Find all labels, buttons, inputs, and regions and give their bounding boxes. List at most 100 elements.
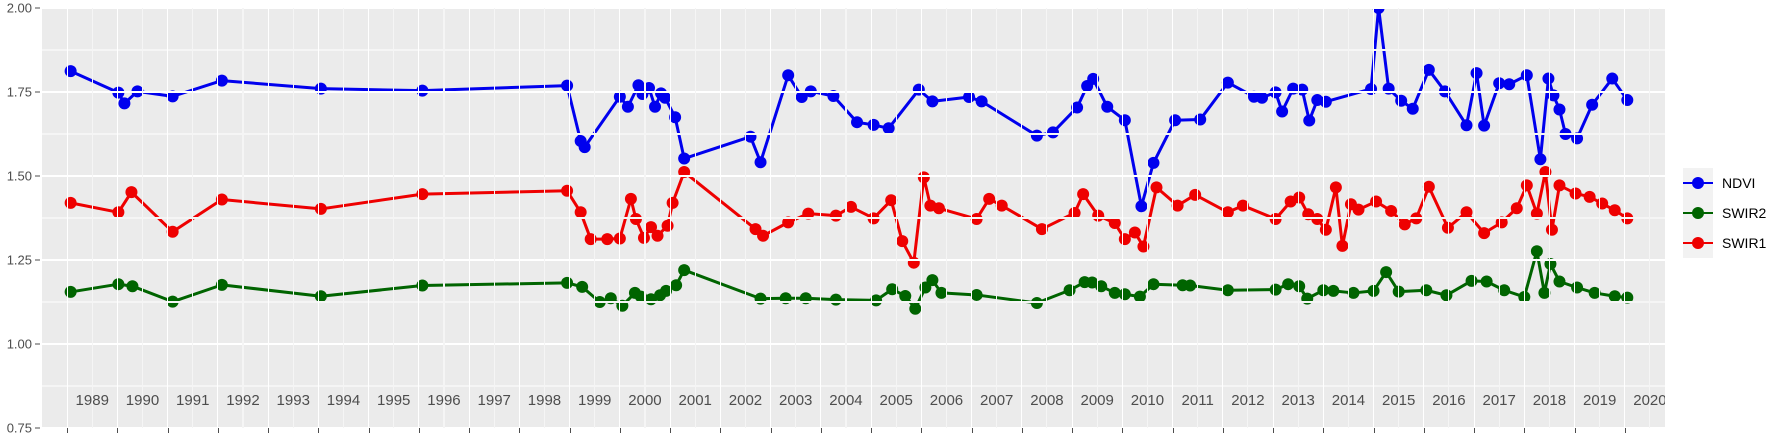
x-axis-tick-mark <box>1524 428 1526 433</box>
gridline-vertical-minor <box>694 8 696 428</box>
data-point <box>867 118 880 131</box>
x-axis-tick-label: 1995 <box>377 392 411 409</box>
x-axis-tick-mark <box>1122 428 1124 433</box>
data-point <box>666 196 679 209</box>
data-point <box>795 91 808 104</box>
gridline-horizontal-minor <box>42 217 1665 219</box>
x-axis-tick-label: 1993 <box>276 392 310 409</box>
x-axis-tick-label: 2000 <box>628 392 662 409</box>
x-axis-tick-label: 2014 <box>1331 392 1366 409</box>
data-point <box>1520 69 1533 82</box>
gridline-vertical-major <box>1574 8 1576 428</box>
legend-item-swir1[interactable]: SWIR1 <box>1683 228 1773 258</box>
data-point <box>621 100 634 113</box>
gridline-vertical-minor <box>1096 8 1098 428</box>
y-axis-tick-label: 0.75 <box>6 420 32 436</box>
data-point <box>1276 105 1289 118</box>
gridline-vertical-major <box>1322 8 1324 428</box>
plot-panel: 1989 1990 1991 1992 1993 1994 1995 1996 1997 1998… <box>42 8 1665 428</box>
gridline-vertical-major <box>1473 8 1475 428</box>
data-point <box>885 194 898 207</box>
legend-item-ndvi[interactable]: NDVI <box>1683 168 1773 198</box>
x-axis-tick-mark <box>1323 428 1325 433</box>
data-point <box>975 95 988 108</box>
data-point <box>1319 95 1332 108</box>
data-point <box>1095 280 1108 293</box>
x-axis-tick-mark <box>117 428 119 433</box>
data-point <box>1301 292 1314 305</box>
x-axis-tick-label: 1989 <box>75 392 109 409</box>
data-point <box>561 79 574 92</box>
gridline-vertical-minor <box>543 8 546 428</box>
data-point <box>604 292 617 305</box>
data-point <box>629 213 642 226</box>
x-axis-tick-label: 2011 <box>1181 392 1214 409</box>
data-point <box>1293 280 1306 293</box>
data-point <box>215 74 228 87</box>
x-axis-tick-mark <box>1474 428 1476 433</box>
data-point <box>126 280 139 293</box>
gridline-vertical-major <box>719 8 721 428</box>
data-point <box>561 276 574 289</box>
legend-item-swir2[interactable]: SWIR2 <box>1683 198 1773 228</box>
data-point <box>1077 188 1090 201</box>
data-point <box>782 216 795 229</box>
gridline-horizontal-major <box>42 175 1665 177</box>
data-point <box>1256 91 1269 104</box>
data-point <box>1398 218 1411 231</box>
gridline-vertical-major <box>569 8 571 428</box>
data-point <box>802 207 815 220</box>
y-axis-tick-label: 1.50 <box>6 168 32 184</box>
data-point <box>118 97 131 110</box>
data-point <box>983 192 996 205</box>
data-point <box>1147 156 1160 169</box>
data-point <box>896 235 909 248</box>
data-point <box>804 85 817 98</box>
data-point <box>1438 85 1451 98</box>
data-point <box>660 284 673 297</box>
data-point <box>561 184 574 197</box>
data-point <box>1118 288 1131 301</box>
gridline-vertical-minor <box>91 8 93 428</box>
data-point <box>917 171 930 184</box>
data-point <box>757 229 770 242</box>
data-point <box>678 264 691 277</box>
x-axis-tick-mark <box>720 428 722 433</box>
x-axis-tick-mark <box>670 428 672 433</box>
data-point <box>1189 188 1202 201</box>
gridline-vertical-minor <box>1347 8 1349 428</box>
data-point <box>1545 223 1558 236</box>
data-point <box>1440 289 1453 302</box>
x-axis-tick-label: 1996 <box>427 392 461 409</box>
data-point <box>1441 221 1454 234</box>
data-point <box>1380 266 1393 279</box>
x-axis-tick-mark <box>569 428 571 433</box>
data-point <box>926 274 939 287</box>
x-axis-tick-mark <box>921 428 923 433</box>
legend-dot <box>1692 237 1704 249</box>
legend-point-icon <box>1683 168 1713 198</box>
data-point <box>1311 213 1324 226</box>
x-axis-tick-label: 1990 <box>125 392 160 409</box>
x-axis-tick-label: 2004 <box>829 392 863 409</box>
gridline-horizontal-minor <box>42 133 1665 135</box>
y-axis-tick-mark <box>35 427 40 429</box>
data-point <box>1420 284 1433 297</box>
data-point <box>649 100 662 113</box>
data-point <box>912 83 925 96</box>
gridline-horizontal-major <box>42 91 1665 93</box>
data-point <box>1542 72 1555 85</box>
series-swir1 <box>64 165 1634 269</box>
gridline-vertical-minor <box>141 8 144 428</box>
data-point <box>870 294 883 307</box>
gridline-vertical-major <box>820 8 822 428</box>
data-point <box>851 116 864 129</box>
gridline-vertical-major <box>971 8 973 428</box>
data-point <box>166 225 179 238</box>
data-point <box>1101 100 1114 113</box>
gridline-vertical-minor <box>1398 8 1400 428</box>
gridline-vertical-major <box>1373 8 1375 428</box>
data-point <box>1422 180 1435 193</box>
x-axis-tick-label: 2009 <box>1080 392 1114 409</box>
